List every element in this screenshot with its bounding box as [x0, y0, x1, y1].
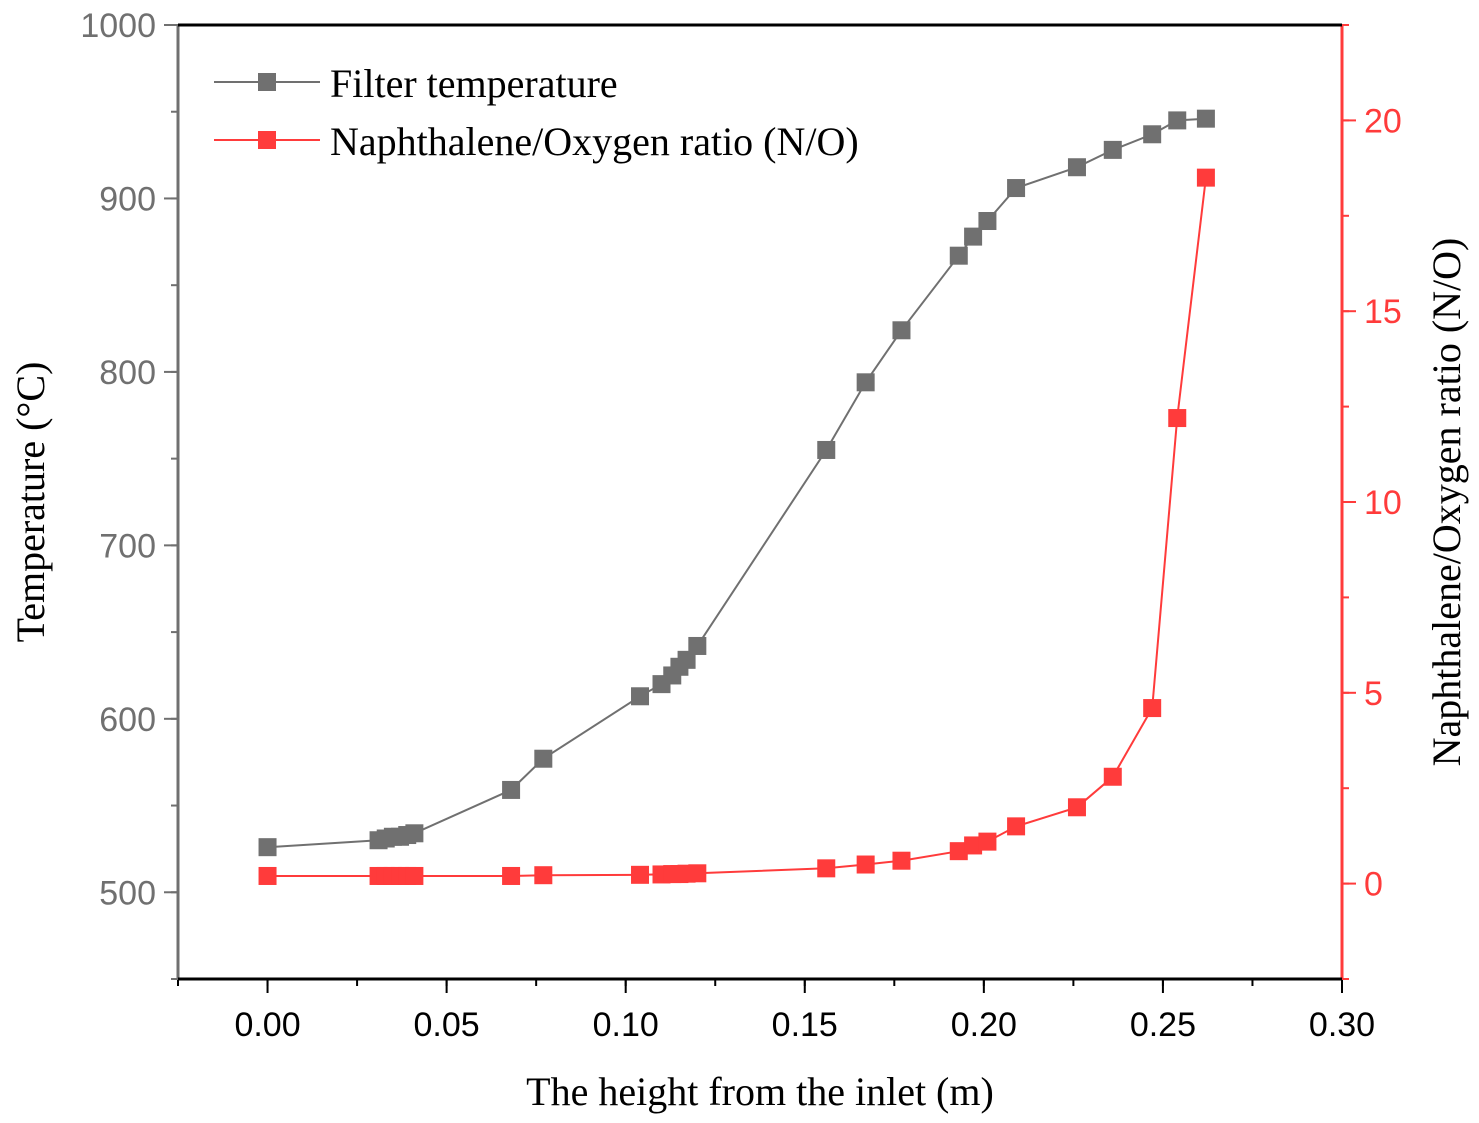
point-filter-temperature: [1196, 109, 1215, 128]
left-y-tick-label: 800: [99, 354, 156, 392]
point-filter-temperature: [1143, 125, 1162, 144]
left-y-tick-label: 1000: [80, 7, 156, 45]
point-filter-temperature: [817, 440, 836, 459]
left-y-tick-label: 900: [99, 180, 156, 218]
point-no-ratio: [892, 851, 911, 870]
point-no-ratio: [1067, 798, 1086, 817]
point-filter-temperature: [1067, 158, 1086, 177]
point-filter-temperature: [964, 227, 983, 246]
series-line-no-ratio: [267, 177, 1207, 877]
point-filter-temperature: [1103, 140, 1122, 159]
point-filter-temperature: [405, 824, 424, 843]
right-y-tick-label: 5: [1364, 675, 1383, 713]
left-y-tick-label: 600: [99, 701, 156, 739]
legend-item-filter-temperature: Filter temperature: [214, 61, 618, 106]
legend-label-filter-temperature: Filter temperature: [330, 61, 618, 106]
point-no-ratio: [534, 866, 553, 885]
point-no-ratio: [1103, 767, 1122, 786]
point-no-ratio: [405, 866, 424, 885]
point-no-ratio: [258, 866, 277, 885]
point-filter-temperature: [677, 650, 696, 669]
point-filter-temperature: [978, 212, 997, 231]
point-no-ratio: [631, 865, 650, 884]
series-line-filter-temperature: [267, 117, 1206, 849]
point-no-ratio: [817, 859, 836, 878]
left-y-axis-title: Temperature (°C): [8, 362, 53, 643]
point-no-ratio: [1196, 168, 1215, 187]
x-tick-label: 0.30: [1309, 1006, 1375, 1044]
point-filter-temperature: [258, 838, 277, 857]
right-y-tick-label: 0: [1364, 866, 1383, 904]
legend-label-no-ratio: Naphthalene/Oxygen ratio (N/O): [330, 119, 859, 164]
legend-item-no-ratio: Naphthalene/Oxygen ratio (N/O): [214, 119, 859, 164]
right-y-axis-title: Naphthalene/Oxygen ratio (N/O): [1424, 238, 1469, 767]
right-y-tick-label: 20: [1364, 102, 1402, 140]
point-no-ratio: [1143, 699, 1162, 718]
legend: Filter temperature Naphthalene/Oxygen ra…: [214, 61, 859, 164]
x-axis-title: The height from the inlet (m): [526, 1069, 994, 1114]
series-layer: [258, 109, 1215, 885]
legend-marker-no-ratio: [258, 131, 276, 149]
point-filter-temperature: [949, 246, 968, 265]
point-filter-temperature: [534, 749, 553, 768]
point-no-ratio: [1007, 817, 1026, 836]
point-no-ratio: [688, 864, 707, 883]
x-ticks: 0.00 0.05 0.10 0.15 0.20 0.25 0.30: [177, 979, 1375, 1044]
left-y-ticks: 500 600 700 800 900 1000: [80, 7, 178, 980]
point-no-ratio: [502, 866, 521, 885]
x-tick-label: 0.15: [772, 1006, 838, 1044]
x-tick-label: 0.05: [414, 1006, 480, 1044]
point-filter-temperature: [892, 321, 911, 340]
point-filter-temperature: [631, 687, 650, 706]
left-y-tick-label: 700: [99, 527, 156, 565]
point-filter-temperature: [502, 780, 521, 799]
point-no-ratio: [949, 842, 968, 861]
x-tick-label: 0.10: [593, 1006, 659, 1044]
x-tick-label: 0.00: [234, 1006, 300, 1044]
right-y-tick-label: 15: [1364, 293, 1402, 331]
right-y-ticks: 0 5 10 15 20: [1342, 24, 1402, 980]
point-filter-temperature: [1007, 179, 1026, 198]
left-y-tick-label: 500: [99, 874, 156, 912]
x-tick-label: 0.20: [951, 1006, 1017, 1044]
point-no-ratio: [964, 836, 983, 855]
plot-frame: [176, 23, 1344, 981]
legend-marker-filter-temperature: [258, 73, 276, 91]
x-tick-label: 0.25: [1130, 1006, 1196, 1044]
point-no-ratio: [1168, 409, 1187, 428]
right-y-tick-label: 10: [1364, 484, 1402, 522]
point-filter-temperature: [688, 636, 707, 655]
point-filter-temperature: [856, 373, 875, 392]
point-no-ratio: [978, 832, 997, 851]
point-no-ratio: [856, 855, 875, 874]
point-filter-temperature: [1168, 111, 1187, 130]
